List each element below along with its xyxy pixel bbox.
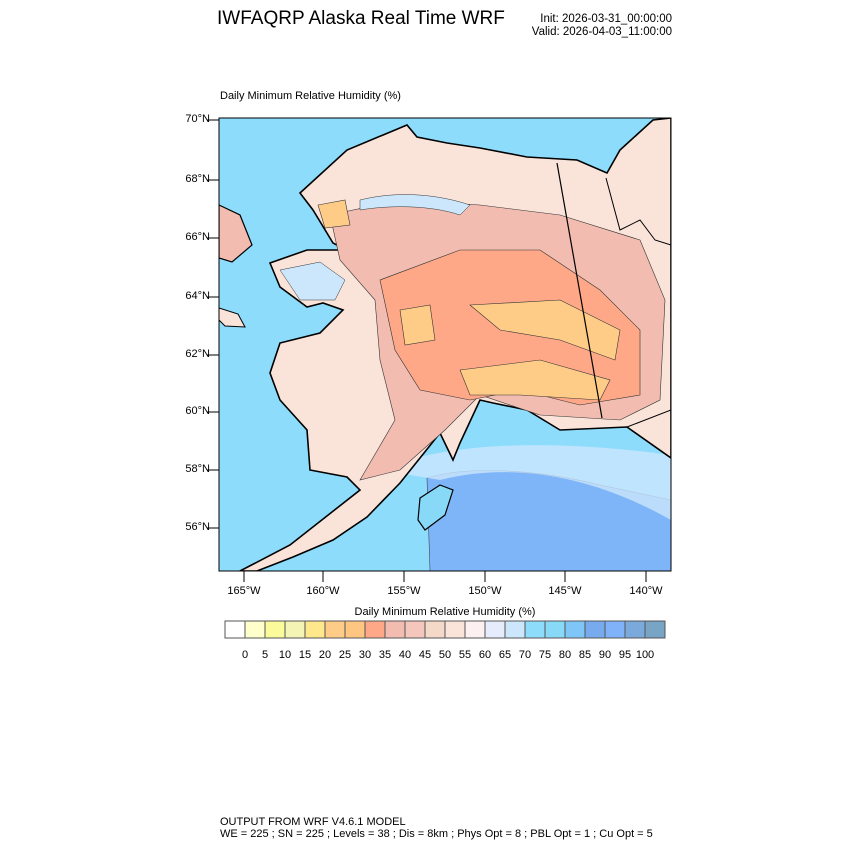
valid-time: Valid: 2026-04-03_11:00:00: [531, 26, 672, 38]
colorbar-box: [464, 620, 486, 639]
colorbar-label: 85: [578, 649, 592, 661]
colorbar-box: [444, 620, 466, 639]
yellow-zone-1: [399, 304, 436, 346]
map-subtitle: Daily Minimum Relative Humidity (%): [220, 90, 401, 102]
yellow-zone-3: [459, 359, 611, 401]
colorbar-box: [284, 620, 306, 639]
colorbar-box: [564, 620, 586, 639]
colorbar-box: [384, 620, 406, 639]
colorbar-box: [264, 620, 286, 639]
colorbar-label: 30: [358, 649, 372, 661]
colorbar-label: 15: [298, 649, 312, 661]
colorbar-box: [544, 620, 566, 639]
plot-title: IWFAQRP Alaska Real Time WRF: [217, 8, 505, 29]
yellow-zone-4: [317, 199, 351, 229]
colorbar-label: 80: [558, 649, 572, 661]
colorbar-box: [424, 620, 446, 639]
lat-label: 70°N: [185, 113, 210, 125]
colorbar-label: 70: [518, 649, 532, 661]
lat-label: 56°N: [185, 521, 210, 533]
colorbar-label: 35: [378, 649, 392, 661]
model-info-line1: OUTPUT FROM WRF V4.6.1 MODEL: [220, 816, 406, 828]
colorbar-box: [604, 620, 626, 639]
yukon-nwt-border: [605, 177, 671, 246]
colorbar-box: [484, 620, 506, 639]
colorbar-label: 45: [418, 649, 432, 661]
colorbar: [224, 620, 666, 639]
lon-label: 145°W: [548, 585, 582, 597]
lon-label: 140°W: [629, 585, 663, 597]
axis-ticks: [207, 119, 647, 582]
lat-label: 64°N: [185, 290, 210, 302]
lat-label: 60°N: [185, 405, 210, 417]
colorbar-box: [624, 620, 646, 639]
colorbar-label: 25: [338, 649, 352, 661]
colorbar-label: 65: [498, 649, 512, 661]
colorbar-label: 50: [438, 649, 452, 661]
lat-label: 68°N: [185, 173, 210, 185]
colorbar-box: [304, 620, 326, 639]
lon-label: 155°W: [387, 585, 421, 597]
colorbar-label: 55: [458, 649, 472, 661]
colorbar-box: [404, 620, 426, 639]
colorbar-label: 90: [598, 649, 612, 661]
colorbar-box: [364, 620, 386, 639]
colorbar-label: 60: [478, 649, 492, 661]
coastal-humid-band: [380, 445, 671, 520]
colorbar-label: 0: [241, 649, 249, 661]
bc-border: [626, 409, 671, 428]
colorbar-box: [584, 620, 606, 639]
colorbar-box: [244, 620, 266, 639]
colorbar-box: [504, 620, 526, 639]
brooks-range-humid: [359, 194, 471, 216]
colorbar-label: 75: [538, 649, 552, 661]
model-info-line2: WE = 225 ; SN = 225 ; Levels = 38 ; Dis …: [220, 828, 653, 840]
st-lawrence-island: [219, 307, 246, 328]
colorbar-box: [224, 620, 246, 639]
lon-label: 165°W: [227, 585, 261, 597]
seward-peninsula-humid: [279, 261, 346, 301]
colorbar-label: 40: [398, 649, 412, 661]
colorbar-box: [524, 620, 546, 639]
colorbar-box: [324, 620, 346, 639]
kodiak-island: [417, 484, 454, 531]
chukotka-landmass: [219, 204, 253, 263]
init-time: Init: 2026-03-31_00:00:00: [540, 13, 672, 25]
lat-label: 58°N: [185, 463, 210, 475]
yellow-zone-2: [469, 299, 621, 361]
lon-label: 160°W: [306, 585, 340, 597]
us-canada-border: [556, 162, 603, 419]
lon-label: 150°W: [468, 585, 502, 597]
map-frame: [218, 117, 672, 572]
colorbar-box: [644, 620, 666, 639]
colorbar-title: Daily Minimum Relative Humidity (%): [354, 606, 536, 618]
colorbar-label: 5: [261, 649, 269, 661]
colorbar-label: 100: [635, 649, 655, 661]
colorbar-label: 10: [278, 649, 292, 661]
lat-label: 62°N: [185, 348, 210, 360]
colorbar-box: [344, 620, 366, 639]
colorbar-label: 95: [618, 649, 632, 661]
colorbar-label: 20: [318, 649, 332, 661]
lat-label: 66°N: [185, 231, 210, 243]
